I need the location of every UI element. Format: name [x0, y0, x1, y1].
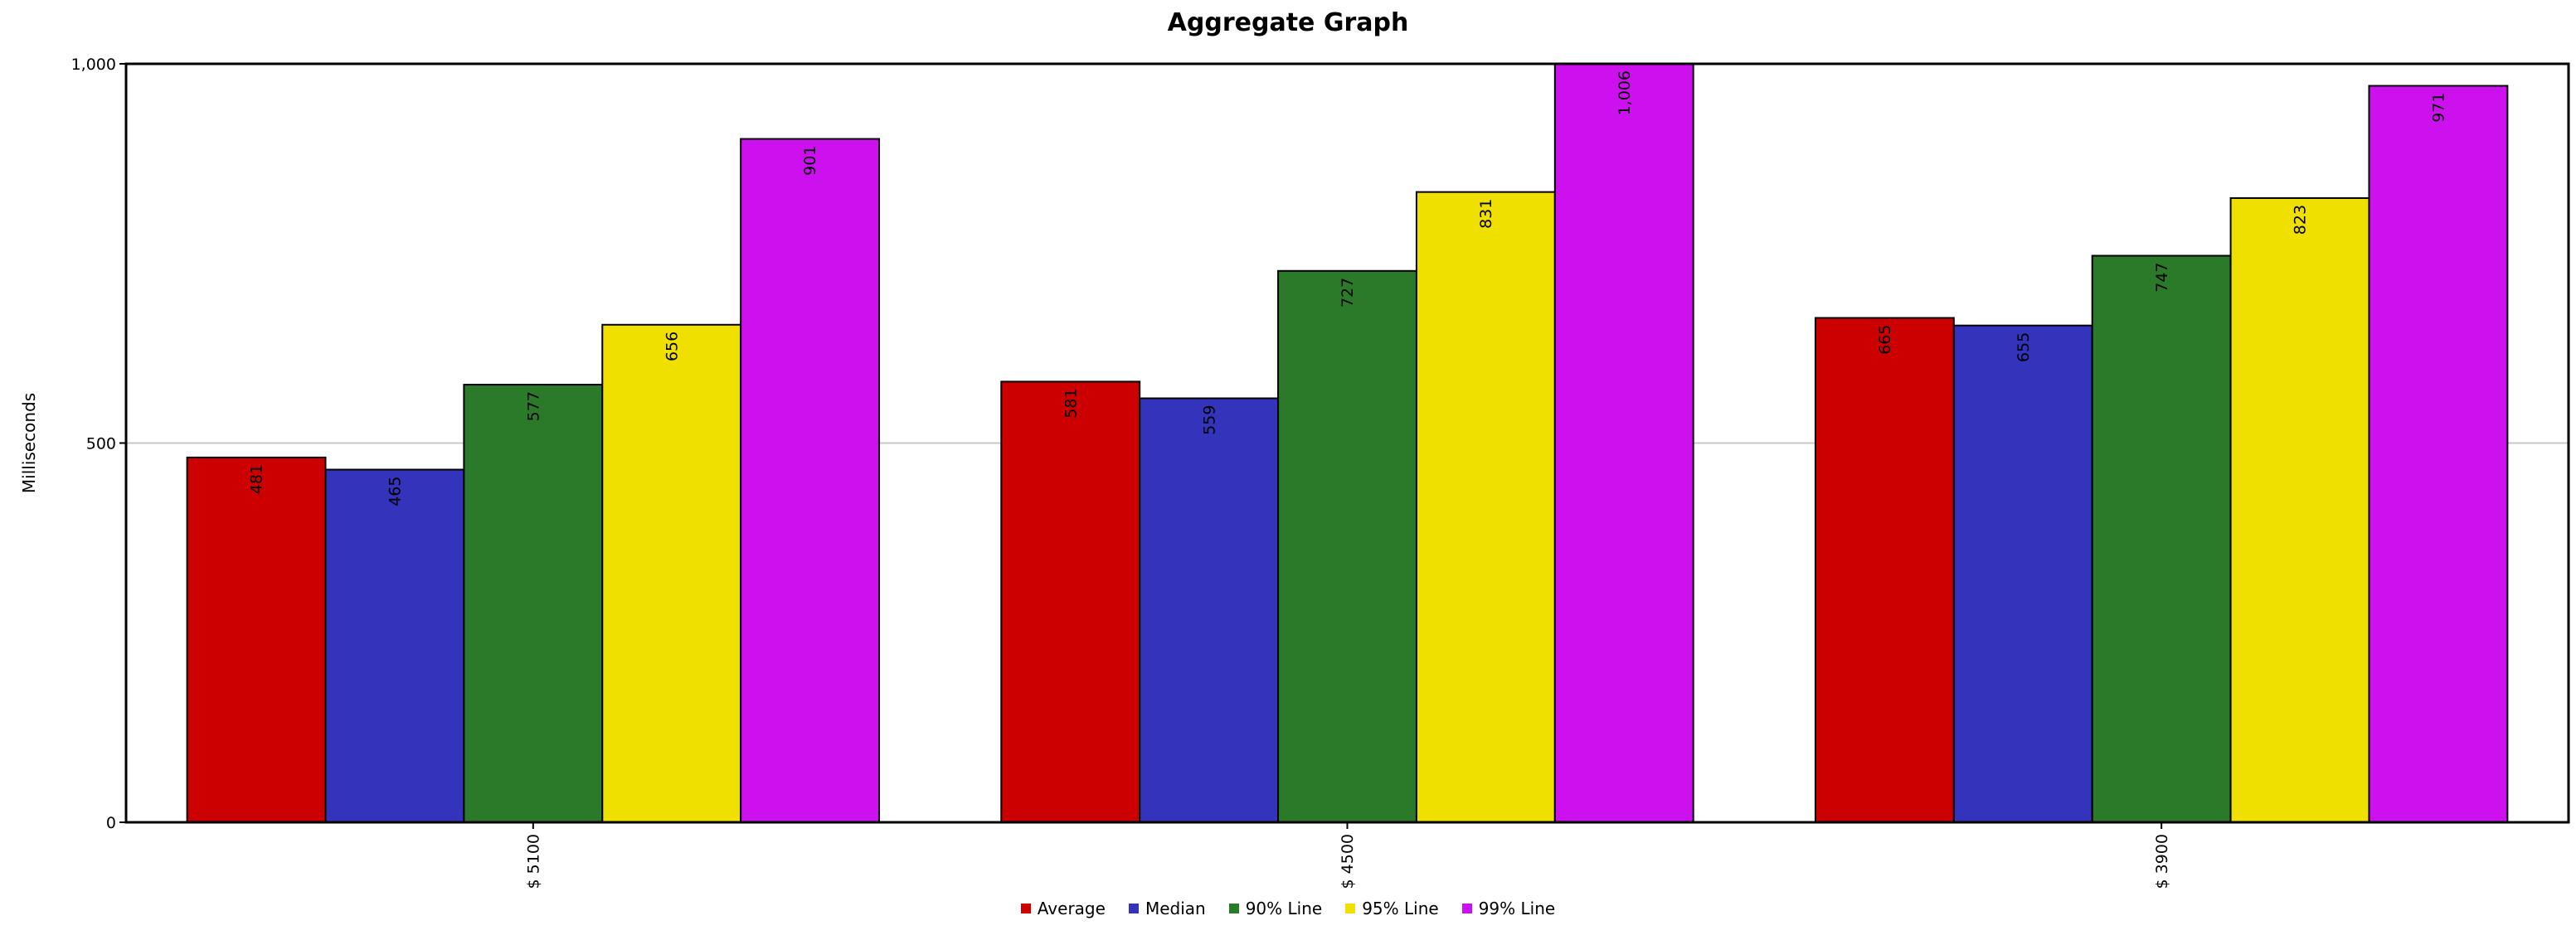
bar-90-line — [1277, 269, 1417, 824]
legend-label: Average — [1037, 899, 1106, 918]
bar-90-line — [463, 384, 604, 824]
bar-value-label: 481 — [248, 464, 266, 494]
bar-value-label: 655 — [2015, 332, 2033, 362]
legend-swatch — [1228, 904, 1239, 913]
bar-value-label: 823 — [2292, 205, 2310, 235]
bar-value-label: 831 — [1477, 199, 1495, 229]
legend-swatch — [1128, 904, 1139, 913]
bar-value-label: 971 — [2430, 93, 2448, 123]
bar-value-label: 577 — [524, 391, 542, 421]
legend-item: 95% Line — [1345, 899, 1439, 918]
bar-average — [1814, 317, 1955, 823]
bar-90-line — [2091, 254, 2232, 823]
bar-value-label: 901 — [801, 146, 819, 176]
legend: Average Median 90% Line 95% Line 99% Line — [0, 899, 2576, 918]
bar-value-label: 559 — [1200, 405, 1218, 435]
bar-99-line — [2368, 85, 2509, 824]
legend-swatch — [1461, 904, 1472, 913]
legend-label: Median — [1145, 899, 1206, 918]
bar-99-line — [1553, 63, 1694, 823]
legend-label: 90% Line — [1245, 899, 1323, 918]
y-tick-label: 0 — [106, 814, 116, 832]
bar-value-label: 727 — [1339, 278, 1357, 308]
bar-95-line — [1415, 191, 1556, 823]
bar-average — [1000, 380, 1141, 823]
legend-swatch — [1020, 904, 1031, 913]
x-tick-label: $ 5100 — [524, 834, 542, 889]
bar-value-label: 665 — [1876, 325, 1894, 355]
bar-median — [1952, 324, 2093, 823]
bar-value-label: 656 — [663, 332, 681, 361]
legend-swatch — [1345, 904, 1356, 913]
bar-95-line — [2229, 196, 2370, 823]
legend-item: Median — [1128, 899, 1206, 918]
bar-value-label: 747 — [2153, 262, 2171, 292]
bar-value-label: 1,006 — [1616, 70, 1634, 115]
legend-item: Average — [1020, 899, 1106, 918]
x-tick-label: $ 4500 — [1339, 834, 1357, 889]
legend-label: 95% Line — [1362, 899, 1439, 918]
legend-item: 90% Line — [1228, 899, 1323, 918]
bar-99-line — [740, 138, 881, 823]
bar-value-label: 581 — [1062, 388, 1080, 418]
y-tick-label: 1,000 — [71, 56, 116, 74]
bar-value-label: 465 — [386, 477, 405, 506]
y-axis-title: Milliseconds — [19, 393, 39, 493]
legend-label: 99% Line — [1478, 899, 1556, 918]
bar-median — [1139, 397, 1280, 823]
bar-average — [186, 456, 327, 823]
chart-title: Aggregate Graph — [1167, 8, 1409, 37]
y-tick-label: 500 — [86, 435, 116, 453]
x-tick-label: $ 3900 — [2153, 834, 2171, 889]
bar-95-line — [601, 323, 742, 823]
bar-median — [324, 468, 465, 824]
legend-item: 99% Line — [1461, 899, 1556, 918]
